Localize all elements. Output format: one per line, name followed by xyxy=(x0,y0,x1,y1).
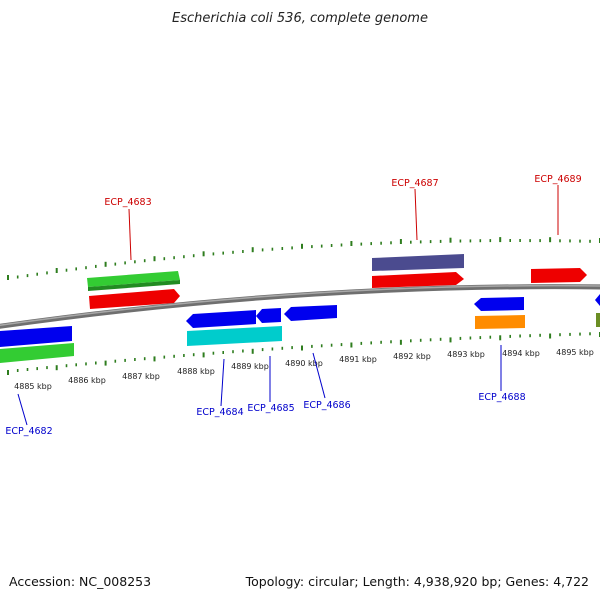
scale-label: 4886 kbp xyxy=(68,376,106,385)
scale-label: 4891 kbp xyxy=(339,355,377,364)
gene-feature-green-lower[interactable] xyxy=(0,343,74,363)
gene-feature-green-upper[interactable] xyxy=(87,271,180,287)
gene-feature-orange[interactable] xyxy=(475,315,525,329)
gene-label-reverse[interactable]: ECP_4686 xyxy=(303,400,350,411)
gene-feature-ECP_4682[interactable] xyxy=(0,326,72,347)
label-leader xyxy=(128,208,132,261)
topology-text: Topology: circular; Length: 4,938,920 bp… xyxy=(245,574,589,589)
gene-label-forward[interactable]: ECP_4683 xyxy=(104,197,151,208)
gene-feature-ECP_4683[interactable] xyxy=(89,289,180,309)
gene-label-reverse[interactable]: ECP_4684 xyxy=(196,407,243,418)
gene-feature-ECP_4688[interactable] xyxy=(474,297,524,311)
scale-label: 4889 kbp xyxy=(231,362,269,371)
gene-label-reverse[interactable]: ECP_4688 xyxy=(478,392,525,403)
gene-label-forward[interactable]: ECP_4687 xyxy=(391,178,438,189)
gene-feature-edge-olive[interactable] xyxy=(596,313,600,327)
scale-label: 4894 kbp xyxy=(502,349,540,358)
scale-label: 4888 kbp xyxy=(177,367,215,376)
scale-label: 4892 kbp xyxy=(393,352,431,361)
forward-tick-track xyxy=(7,237,600,280)
label-leader xyxy=(414,188,418,241)
genome-backbone xyxy=(0,284,600,329)
label-leader xyxy=(312,352,326,399)
gene-feature-ECP_4684[interactable] xyxy=(186,310,256,328)
gene-feature-cyan[interactable] xyxy=(187,326,282,346)
scale-labels: 4885 kbp 4886 kbp 4887 kbp 4888 kbp 4889… xyxy=(14,348,594,391)
scale-label: 4890 kbp xyxy=(285,359,323,368)
gene-feature-ECP_4687[interactable] xyxy=(372,272,464,288)
gene-feature-ECP_4685[interactable] xyxy=(256,308,281,323)
gene-feature-purple[interactable] xyxy=(372,254,464,271)
scale-label: 4893 kbp xyxy=(447,350,485,359)
gene-feature-ECP_4686[interactable] xyxy=(284,305,337,321)
gene-feature-green-upper-shade xyxy=(88,280,180,291)
scale-label: 4885 kbp xyxy=(14,382,52,391)
scale-label: 4895 kbp xyxy=(556,348,594,357)
gene-label-reverse[interactable]: ECP_4682 xyxy=(5,426,52,437)
label-leader xyxy=(220,358,225,407)
map-title: Escherichia coli 536, complete genome xyxy=(172,11,428,26)
gene-label-forward[interactable]: ECP_4689 xyxy=(534,174,581,185)
accession-text: Accession: NC_008253 xyxy=(9,574,151,589)
scale-label: 4887 kbp xyxy=(122,372,160,381)
gene-feature-ECP_4689[interactable] xyxy=(531,268,587,283)
gene-label-reverse[interactable]: ECP_4685 xyxy=(247,403,294,414)
genome-backbone-highlight xyxy=(0,284,600,327)
reverse-tick-track xyxy=(7,332,600,375)
label-leader xyxy=(17,393,28,426)
gene-feature-edge-blue[interactable] xyxy=(595,294,600,306)
